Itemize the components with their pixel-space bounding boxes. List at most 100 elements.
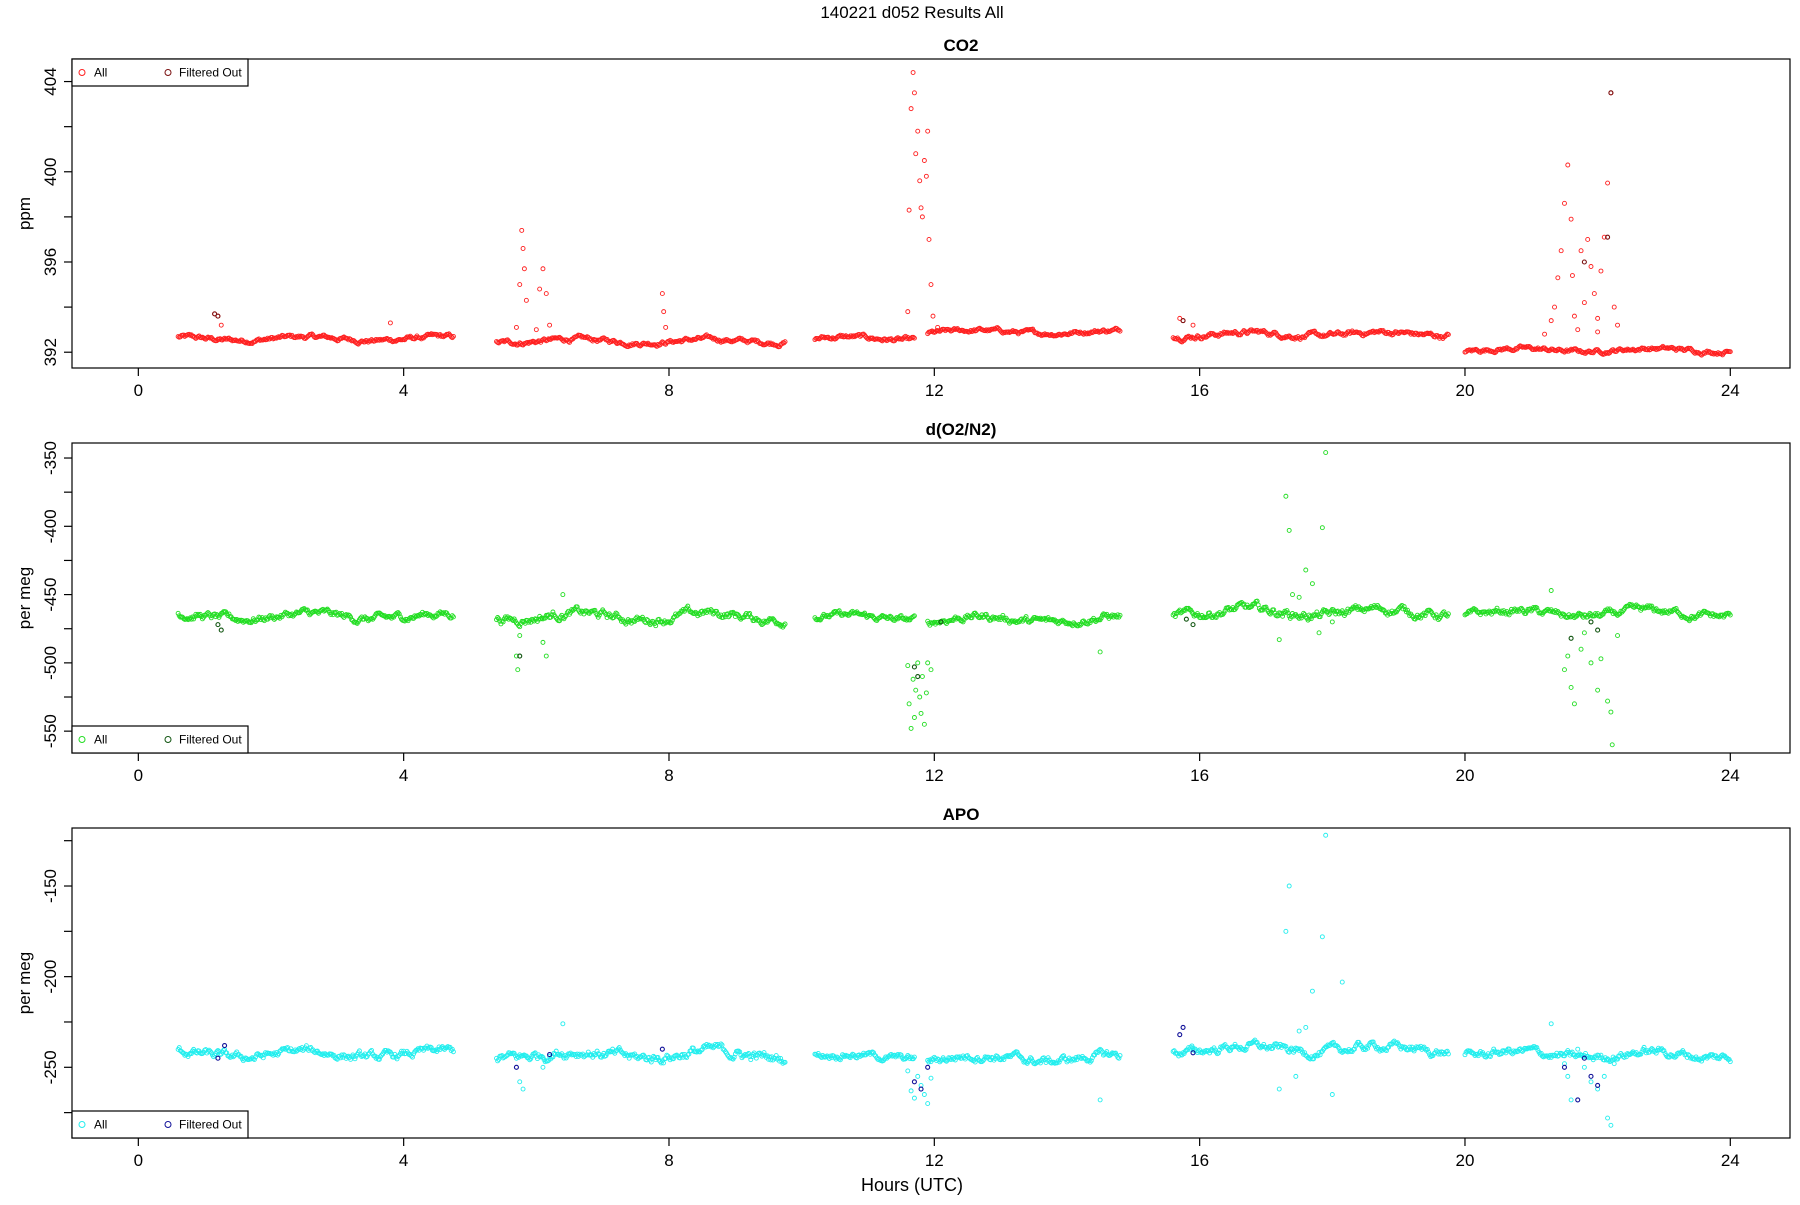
panel-3-point (708, 1044, 714, 1050)
panel-3-point (1562, 1053, 1567, 1059)
panel-1-point (682, 336, 687, 342)
panel-2-point (196, 613, 202, 619)
panel-3-point (1188, 1044, 1194, 1050)
panel-3-filtered-point (918, 1086, 924, 1092)
panel-2-point (782, 621, 788, 627)
panel-2-point (1263, 604, 1269, 610)
panel-2-spike-point (1598, 656, 1604, 662)
panel-3-point (1672, 1054, 1678, 1060)
panel-3-point (1653, 1050, 1659, 1056)
panel-3-point (1044, 1057, 1050, 1063)
panel-3-point (670, 1056, 676, 1062)
panel-1-y-tick-label: 400 (41, 158, 60, 186)
panel-3-filtered-point (1177, 1032, 1183, 1038)
panel-3-point (1518, 1048, 1524, 1053)
panel-2-point (1503, 611, 1509, 617)
panel-2-point (248, 620, 254, 626)
panel-1-spike-point (1190, 322, 1196, 328)
panel-3-point (1037, 1060, 1043, 1066)
panel-3-point (428, 1045, 434, 1051)
panel-3-point (1688, 1055, 1693, 1061)
panel-3-point (1424, 1047, 1430, 1052)
panel-1-point (500, 338, 506, 343)
panel-1-point (970, 328, 976, 334)
panel-2-point (644, 617, 650, 623)
panel-3-point (1302, 1050, 1308, 1056)
panel-3-filtered-point (659, 1046, 665, 1052)
panel-3-point (1503, 1050, 1509, 1056)
panel-1-spike-point (1555, 275, 1561, 281)
panel-1-point (389, 338, 394, 344)
panel-3-point (1538, 1050, 1544, 1056)
panel-1-y-tick-label: 392 (41, 338, 60, 366)
panel-3-point (1641, 1044, 1647, 1050)
panel-3-spike-point (1276, 1086, 1282, 1092)
panel-3-point (450, 1049, 456, 1055)
panel-2-point (1191, 613, 1197, 619)
panel-2-point (1470, 607, 1476, 613)
panel-3-point (176, 1045, 182, 1051)
panel-3-title: APO (943, 805, 980, 824)
panel-1-point (1260, 329, 1266, 335)
panel-2-point (1338, 610, 1344, 616)
panel-3-point (1532, 1044, 1538, 1050)
panel-3-point (1330, 1039, 1336, 1045)
panel-2-spike-point (923, 690, 929, 696)
panel-2-point (1575, 611, 1581, 617)
panel-3-y-tick-label: -200 (41, 960, 60, 994)
panel-2-point (1474, 609, 1480, 615)
panel-2-x-tick-label: 4 (399, 766, 408, 785)
panel-2-point (823, 614, 829, 620)
panel-2-point (1092, 617, 1098, 623)
panel-2-point (1647, 603, 1653, 609)
panel-2-point (1314, 609, 1320, 615)
panel-2-point (862, 610, 868, 616)
panel-2-spike-point (560, 592, 566, 598)
panel-3-point (496, 1056, 502, 1062)
panel-1-point (960, 327, 966, 333)
panel-3-spike-point (1097, 1097, 1103, 1103)
panel-1-point (644, 341, 650, 347)
panel-1-point (1091, 329, 1096, 335)
panel-1-spike-point (1611, 304, 1617, 310)
panel-3-point (1317, 1052, 1323, 1058)
panel-1-point (1659, 344, 1665, 350)
panel-3-point (1351, 1046, 1357, 1052)
panel-2-point (1321, 607, 1326, 613)
panel-3-point (772, 1055, 778, 1061)
panel-2-point (181, 616, 187, 622)
panel-3-point (1685, 1052, 1691, 1058)
panel-2-point (1021, 617, 1027, 623)
panel-3-point (1215, 1050, 1221, 1056)
panel-1-spike-point (1588, 264, 1594, 269)
panel-3-filtered-point (1575, 1097, 1581, 1103)
panel-2-filtered-point (1183, 616, 1189, 622)
panel-3-spike-point (517, 1079, 523, 1085)
panel-3-point (1444, 1048, 1450, 1054)
panel-1-spike-point (915, 128, 921, 134)
panel-2-point (1243, 604, 1249, 610)
panel-1-point (947, 327, 953, 333)
panel-3-point (778, 1056, 784, 1061)
panel-2-spike-point (1608, 709, 1614, 715)
panel-1-point (1410, 331, 1416, 336)
panel-1-points (175, 70, 1733, 358)
panel-1-x-tick-label: 0 (134, 381, 143, 400)
panel-3-point (338, 1055, 344, 1061)
panel-2-y-axis-label: per meg (15, 567, 34, 629)
panel-3-point (1399, 1044, 1405, 1050)
panel-2-point (324, 606, 330, 612)
panel-3-filtered-point (911, 1079, 917, 1085)
panel-2-point (1476, 609, 1482, 615)
panel-1-point (449, 335, 455, 341)
panel-3-point (504, 1053, 509, 1059)
panel-2-spike-point (1309, 581, 1315, 587)
panel-1-point (1266, 331, 1272, 337)
panel-3-point (766, 1056, 771, 1062)
panel-1-point (721, 337, 727, 343)
panel-2-spike-point (1595, 687, 1601, 693)
panel-1-point (677, 338, 683, 344)
panel-1-spike-point (1591, 291, 1597, 297)
panel-3-filtered-point (547, 1052, 553, 1058)
panel-1: CO2 ppm 0 4 8 12 16 20 24 392 396 400 404 All Filtered… (15, 36, 1791, 400)
